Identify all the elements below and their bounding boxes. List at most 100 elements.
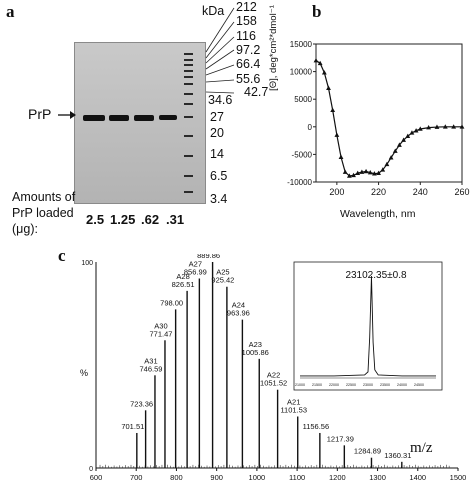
ms-peak-label-line: A30 bbox=[154, 321, 167, 330]
ladder-band bbox=[184, 83, 193, 85]
cd-data-point bbox=[334, 132, 340, 137]
cd-data-point bbox=[326, 85, 331, 90]
ms-inset-line bbox=[300, 275, 436, 377]
ladder-band bbox=[184, 103, 193, 105]
ladder-band bbox=[184, 175, 193, 177]
cd-data-point bbox=[409, 130, 415, 135]
cd-data-point bbox=[380, 167, 386, 172]
cd-data-point bbox=[392, 148, 398, 153]
ms-inset-label: 23102.35±0.8 bbox=[345, 270, 407, 281]
cd-data-point bbox=[330, 107, 336, 113]
lane-amount: 1.25 bbox=[110, 212, 136, 227]
ms-peak-label: 1217.39 bbox=[327, 434, 354, 443]
cd-data-point bbox=[401, 137, 406, 142]
cd-data-point bbox=[459, 124, 465, 129]
cd-xlabel: Wavelength, nm bbox=[340, 208, 416, 220]
cd-x-tick-label: 240 bbox=[413, 187, 428, 197]
kda-label: kDa bbox=[202, 4, 225, 18]
cd-y-tick-label: -10000 bbox=[287, 178, 312, 187]
cd-x-tick-label: 220 bbox=[371, 187, 386, 197]
ms-peak-label-line: A23 bbox=[249, 340, 262, 349]
cd-y-tick-label: 10000 bbox=[290, 68, 313, 77]
ms-peak-label: A31 746.59 bbox=[139, 356, 162, 373]
lane-amount: .31 bbox=[166, 212, 185, 227]
ms-peak-label-line: 925.42 bbox=[211, 276, 234, 285]
ms-peak-label-line: 723.36 bbox=[130, 399, 153, 408]
ladder-band bbox=[184, 76, 193, 78]
ms-x-tick-label: 1100 bbox=[289, 473, 305, 482]
ms-peak-label-line: 963.96 bbox=[227, 309, 250, 318]
cd-data-point bbox=[342, 169, 348, 174]
lane-amount: .62 bbox=[141, 212, 160, 227]
ms-peak-label-line: 798.00 bbox=[160, 298, 183, 307]
mw-marker: 158 bbox=[236, 14, 257, 28]
ms-peak-label: 1156.56 bbox=[303, 422, 330, 431]
ms-peak-label: A28 826.51 bbox=[172, 272, 195, 289]
cd-data-point bbox=[363, 168, 369, 174]
ladder-band bbox=[184, 155, 193, 157]
ms-peak-label-line: A25 bbox=[216, 268, 229, 277]
ms-peak-label: A30 771.47 bbox=[149, 321, 172, 338]
ms-x-tick-label: 800 bbox=[170, 473, 183, 482]
ms-peak-label-line: 1217.39 bbox=[327, 434, 354, 443]
cd-data-point bbox=[388, 155, 394, 160]
cd-spectrum-chart: 15000 10000 5000 0 -5000 -10000 200 220 240 260 bbox=[287, 40, 469, 197]
cd-data-point bbox=[367, 170, 373, 175]
ms-peak-label: A21 1101.53 bbox=[280, 398, 307, 415]
ms-inset-tick-label: 23500 bbox=[380, 383, 390, 387]
ms-peak-label-line: 701.51 bbox=[121, 422, 144, 431]
gel-band-lane-3 bbox=[134, 115, 154, 121]
mw-marker: 116 bbox=[236, 29, 256, 43]
cd-data-point bbox=[376, 170, 381, 175]
ms-peak-label: 798.00 bbox=[160, 298, 183, 307]
cd-data-point bbox=[451, 124, 457, 129]
cd-series-line bbox=[315, 60, 462, 177]
sds-page-gel bbox=[74, 42, 206, 204]
ms-peak-label-line: 889.86 bbox=[197, 254, 220, 260]
ms-peak-label: 723.36 bbox=[130, 399, 153, 408]
ms-x-tick-label: 1500 bbox=[450, 473, 467, 482]
ladder-band bbox=[184, 53, 193, 55]
ladder-band bbox=[184, 70, 193, 72]
gel-band-lane-1 bbox=[83, 115, 105, 121]
prp-arrow-icon bbox=[58, 111, 76, 119]
ms-peak-label: 1284.89 bbox=[354, 447, 381, 456]
ms-peak-label-line: 856.99 bbox=[184, 267, 207, 276]
marker-leader-lines bbox=[205, 7, 235, 94]
cd-data-point bbox=[321, 70, 327, 75]
cd-data-point bbox=[313, 57, 319, 63]
cd-plot-frame bbox=[315, 43, 463, 183]
mw-marker: 14 bbox=[210, 147, 224, 161]
cd-data-point bbox=[434, 124, 440, 129]
cd-data-point bbox=[426, 125, 432, 130]
ms-x-tick-label: 700 bbox=[130, 473, 143, 482]
panel-b-letter: b bbox=[312, 2, 322, 21]
ms-peak-label: A27 856.99 bbox=[184, 259, 207, 276]
ms-x-tick-label: 1000 bbox=[249, 473, 266, 482]
cd-data-point bbox=[417, 126, 423, 131]
cd-data-point bbox=[355, 170, 361, 175]
ms-peak-label-line: 1051.52 bbox=[260, 379, 287, 388]
cd-data-point bbox=[346, 173, 352, 178]
ms-peak-label-line: 771.47 bbox=[149, 329, 172, 338]
cd-data-point bbox=[442, 124, 448, 129]
cd-data-point bbox=[317, 60, 323, 66]
ladder-band bbox=[184, 116, 193, 118]
cd-data-point bbox=[351, 172, 356, 178]
ms-inset-tick-label: 22000 bbox=[329, 383, 339, 387]
cd-ylabel: [Θ], deg*cm²*dmol⁻¹ bbox=[268, 5, 279, 91]
ms-peak-label-line: 826.51 bbox=[172, 280, 195, 289]
ms-inset-tick-label: 21500 bbox=[312, 383, 322, 387]
ms-peak-label: A23 1005.86 bbox=[242, 340, 269, 357]
mw-marker: 55.6 bbox=[236, 72, 261, 86]
lane-amount: 2.5 bbox=[86, 212, 105, 227]
mw-marker: 212 bbox=[236, 0, 257, 14]
ms-x-tick-label: 600 bbox=[90, 473, 103, 482]
ladder-band bbox=[184, 59, 193, 61]
ms-peak-label: A25 925.42 bbox=[211, 268, 234, 285]
ms-y-tick-label: 0 bbox=[89, 466, 93, 473]
ms-y-tick-label: 100 bbox=[81, 260, 93, 267]
ladder-band bbox=[184, 135, 193, 137]
ms-x-tick-label: 1300 bbox=[369, 473, 386, 482]
cd-data-point bbox=[372, 171, 377, 176]
